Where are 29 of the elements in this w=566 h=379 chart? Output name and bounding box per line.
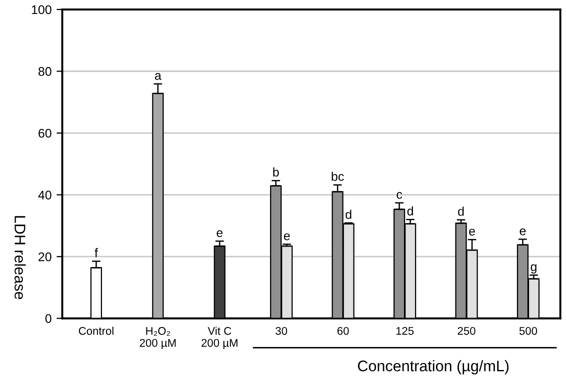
data-label: d	[458, 206, 464, 216]
data-label: e	[520, 228, 526, 236]
y-tick-label: 0	[45, 314, 52, 324]
x-tick-label: Control	[78, 326, 114, 335]
y-tick-label: 40	[38, 190, 52, 200]
y-tick-label: 20	[38, 252, 52, 262]
data-label: d	[346, 210, 352, 219]
y-axis-title: LDH release	[14, 216, 26, 300]
data-label: a	[154, 73, 162, 80]
data-label: c	[396, 192, 402, 199]
x-tick-label: 500	[519, 326, 538, 335]
x-axis-title: Concentration (µg/mL)	[358, 360, 509, 374]
x-tick-label: Vit C 200 µM	[202, 326, 238, 350]
x-tick-label: 30	[276, 326, 288, 335]
x-tick-label: 125	[396, 326, 414, 335]
data-label: bc	[332, 172, 344, 181]
y-tick-label: 80	[38, 67, 52, 76]
data-label: e	[216, 230, 223, 238]
data-label: e	[469, 228, 475, 236]
y-tick-label: 60	[38, 128, 52, 138]
y-tick-label: 100	[32, 5, 52, 14]
data-label: g	[530, 264, 536, 274]
x-tick-label: H₂O₂ 200 µM	[140, 326, 176, 350]
x-tick-label: 60	[337, 326, 349, 335]
data-label: b	[273, 167, 279, 177]
data-label: f	[94, 248, 98, 258]
data-label: e	[284, 233, 290, 240]
data-label: d	[407, 206, 413, 216]
x-tick-label: 250	[458, 326, 476, 335]
